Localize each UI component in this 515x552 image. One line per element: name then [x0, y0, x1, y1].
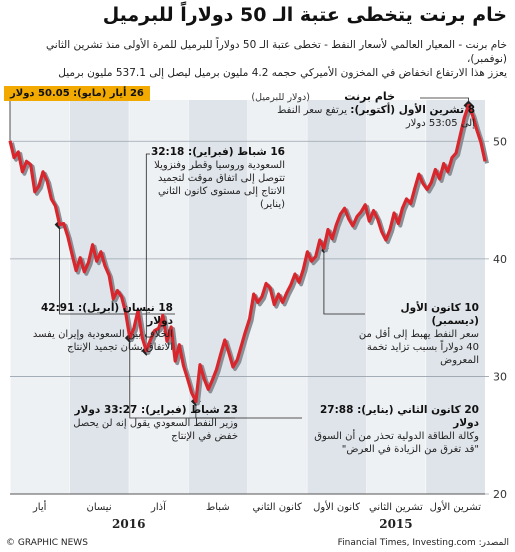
annotation-title: 10 كانون الأول (ديسمبر)	[400, 302, 479, 327]
credit: © GRAPHIC NEWS	[6, 538, 88, 548]
price-line-series	[8, 103, 487, 403]
annotation-oct-8: 8 تشرين الأول (أكتوبر): يرتفع سعر النفط …	[275, 104, 475, 130]
annotation-title: 16 شباط (فبراير): 32:18	[150, 146, 285, 158]
subtitle-line-1: خام برنت - المعيار العالمي لأسعار النفط …	[46, 39, 507, 65]
month-label: نيسان	[87, 502, 112, 513]
month-label: تشرين الثاني	[369, 502, 423, 513]
source: المصدر: Financial Times, Investing.com	[337, 538, 509, 548]
y-tick-label: 30	[493, 370, 507, 383]
annotation-body: الخلاف بين السعودية وإيران يفسد الاتفاق …	[32, 329, 173, 353]
y-tick-labels: 20 30 40 50	[493, 135, 507, 501]
subtitle: خام برنت - المعيار العالمي لأسعار النفط …	[5, 38, 507, 80]
annotation-leader	[323, 248, 365, 315]
grid-lines	[10, 140, 489, 495]
month-label: أيار	[32, 500, 47, 513]
month-label: كانون الأول	[313, 500, 360, 513]
annotation-title: 23 شباط (فبراير): 33:27 دولار	[74, 404, 239, 416]
y-axis-label: (دولار للبرميل)	[251, 92, 310, 103]
peak-label: 26 أيار (مايو): 50.05 دولار	[4, 86, 150, 101]
annotation-title: 18 نيسان (أبريل): 42:91 دولار	[40, 302, 173, 327]
month-band	[366, 100, 426, 494]
price-line	[8, 103, 489, 406]
month-band	[128, 100, 189, 494]
month-label: آذار	[150, 500, 167, 513]
month-band	[188, 100, 248, 494]
year-label: 2016	[112, 517, 145, 531]
year-labels: 2015 2016	[112, 517, 413, 531]
month-label: كانون الثاني	[253, 502, 303, 513]
annotation-leader	[145, 153, 150, 351]
brent-price-chart: 20 30 40 50 تشرين الأول تشرين الثاني كانون ال…	[8, 90, 507, 531]
annotation-leader	[195, 401, 302, 419]
month-label: شباط	[206, 502, 230, 513]
annotation-feb-16: 16 شباط (فبراير): 32:18 السعودية وروسيا …	[150, 146, 285, 211]
month-labels: تشرين الأول تشرين الثاني كانون الأول كانون …	[32, 500, 481, 513]
year-label: 2015	[379, 517, 412, 531]
month-band	[306, 100, 367, 494]
annotation-body: السعودية وروسيا وقطر وفنزويلا تتوصل إلى …	[154, 160, 285, 210]
annotation-dec-10: 10 كانون الأول (ديسمبر) سعر النفط يهبط إ…	[354, 302, 479, 367]
annotation-body: سعر النفط يهبط إلى أقل من 40 دولاراً بسب…	[358, 329, 479, 366]
month-label: تشرين الأول	[430, 500, 482, 513]
page-title: خام برنت يتخطى عتبة الـ 50 دولاراً للبرم…	[102, 4, 507, 26]
annotation-title: 20 كانون الثاني (يناير): 27:88 دولار	[320, 404, 479, 429]
annotation-jan-20: 20 كانون الثاني (يناير): 27:88 دولار وكا…	[299, 404, 479, 456]
annotation-body: يرتفع سعر النفط إلى 53:05 دولار	[277, 105, 475, 129]
y-tick-label: 40	[493, 253, 507, 266]
y-tick-label: 50	[493, 135, 507, 148]
annotation-apr-18: 18 نيسان (أبريل): 42:91 دولار الخلاف بين…	[18, 302, 173, 354]
month-band	[425, 100, 485, 494]
subtitle-line-2: يعزز هذا الارتفاع انخفاض في المخزون الأم…	[58, 67, 507, 79]
annotation-body: وكالة الطاقة الدولية تحذر من أن السوق "ق…	[314, 431, 479, 455]
y-tick-label: 20	[493, 488, 507, 501]
annotation-body: وزير النفط السعودي يقول إنه لن يحصل خفض …	[73, 418, 238, 442]
chart-title: خام برنت	[344, 90, 395, 103]
annotation-feb-23: 23 شباط (فبراير): 33:27 دولار وزير النفط…	[58, 404, 238, 443]
annotation-title: 8 تشرين الأول (أكتوبر):	[350, 104, 475, 116]
